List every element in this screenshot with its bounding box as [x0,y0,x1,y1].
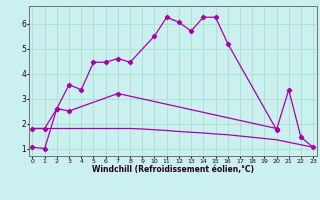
X-axis label: Windchill (Refroidissement éolien,°C): Windchill (Refroidissement éolien,°C) [92,165,254,174]
